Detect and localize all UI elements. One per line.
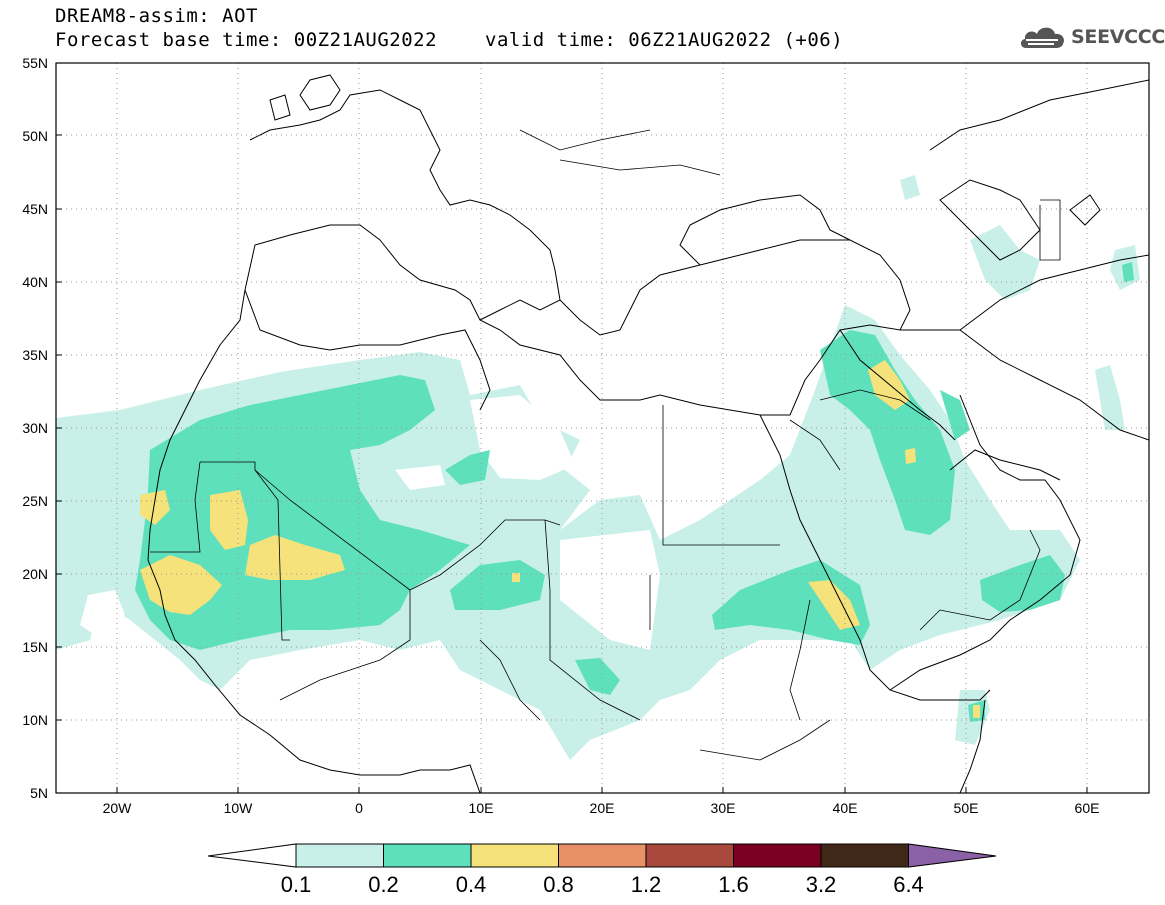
colorbar-label: 0.8 <box>543 872 574 897</box>
country-borders <box>150 129 1061 761</box>
axis-ticks <box>56 134 1088 793</box>
longitude-labels: 20W 10W 0 10E 20E 30E 40E 50E 60E <box>103 800 1100 816</box>
lat-label: 55N <box>22 55 48 71</box>
lat-label: 15N <box>22 639 48 655</box>
colorbar-label: 1.6 <box>718 872 749 897</box>
lat-label: 35N <box>22 347 48 363</box>
colorbar-box <box>733 843 822 868</box>
lat-label: 30N <box>22 420 48 436</box>
lon-label: 50E <box>954 800 979 816</box>
lon-label: 60E <box>1075 800 1100 816</box>
aot-field <box>56 175 1140 760</box>
lat-label: 45N <box>22 201 48 217</box>
colorbar-label: 3.2 <box>806 872 837 897</box>
lat-label: 5N <box>30 785 48 801</box>
colorbar-label: 0.1 <box>281 872 312 897</box>
colorbar-box <box>645 843 734 868</box>
lon-label: 20E <box>590 800 615 816</box>
lon-label: 30E <box>711 800 736 816</box>
colorbar-box <box>820 843 909 868</box>
seevccc-logo: SEEVCCC <box>1018 22 1165 52</box>
coastlines <box>147 74 1149 793</box>
lat-label: 25N <box>22 493 48 509</box>
lon-label: 0 <box>355 800 363 816</box>
colorbar-label: 0.2 <box>368 872 399 897</box>
latitude-labels: 55N 50N 45N 40N 35N 30N 25N 20N 15N 10N … <box>22 55 48 801</box>
cloud-icon <box>1020 27 1065 48</box>
colorbar <box>207 843 997 868</box>
colorbar-label: 0.4 <box>456 872 487 897</box>
colorbar-high-arrow <box>908 843 997 868</box>
colorbar-labels: 0.1 0.2 0.4 0.8 1.2 1.6 3.2 6.4 <box>281 872 924 897</box>
gridlines <box>56 63 1149 793</box>
lat-label: 20N <box>22 566 48 582</box>
lat-label: 10N <box>22 712 48 728</box>
colorbar-low-arrow <box>207 843 297 868</box>
lon-label: 10W <box>224 800 254 816</box>
lat-label: 40N <box>22 274 48 290</box>
forecast-base-time: Forecast base time: 00Z21AUG2022 <box>55 29 438 51</box>
colorbar-box <box>470 843 559 868</box>
colorbar-box <box>558 843 647 868</box>
logo-text: SEEVCCC <box>1071 26 1165 48</box>
map-title: DREAM8-assim: AOT <box>55 5 258 27</box>
colorbar-box <box>383 843 472 868</box>
lon-label: 10E <box>469 800 494 816</box>
colorbar-box <box>295 843 384 868</box>
colorbar-label: 1.2 <box>631 872 662 897</box>
colorbar-label: 6.4 <box>893 872 924 897</box>
lon-label: 40E <box>833 800 858 816</box>
lon-label: 20W <box>103 800 133 816</box>
valid-time: valid time: 06Z21AUG2022 (+06) <box>485 29 844 51</box>
lat-label: 50N <box>22 128 48 144</box>
